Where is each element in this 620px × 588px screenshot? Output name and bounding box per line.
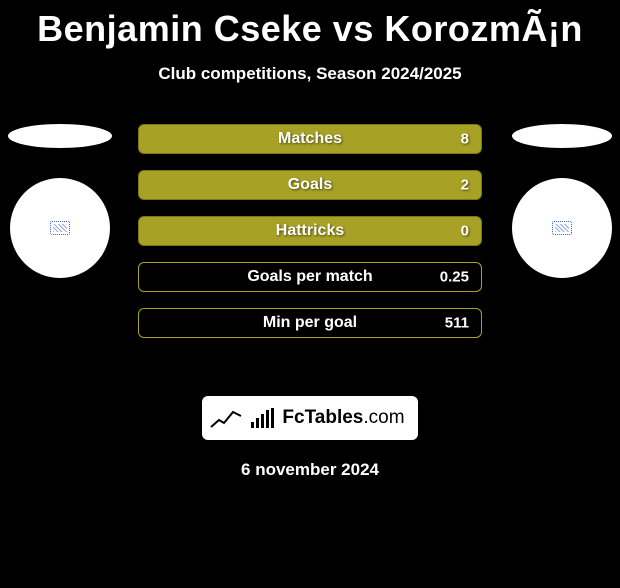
title-player1: Benjamin Cseke: [37, 8, 322, 49]
stat-bar-label: Matches: [278, 130, 342, 148]
fctables-logo[interactable]: FcTables.com: [202, 396, 418, 440]
stat-bar-label: Goals: [288, 176, 332, 194]
player-placeholder-circle: [10, 178, 110, 278]
stat-bar-label: Goals per match: [247, 268, 372, 286]
stat-bar-label: Hattricks: [276, 222, 344, 240]
stat-bar-value: 2: [461, 177, 469, 194]
left-decoration: [8, 124, 112, 278]
subtitle: Club competitions, Season 2024/2025: [0, 64, 620, 84]
stat-bar-value: 0: [461, 223, 469, 240]
placeholder-chip-icon: [552, 221, 572, 235]
date-text: 6 november 2024: [0, 460, 620, 480]
stat-bars: Matches 8 Goals 2 Hattricks 0 Goals per match 0…: [138, 124, 482, 338]
ellipse-shape: [8, 124, 112, 148]
stat-bar-value: 0.25: [440, 269, 469, 286]
logo-text: FcTables.com: [282, 407, 404, 429]
logo-line-icon: [215, 408, 243, 428]
title-vs: vs: [333, 8, 374, 49]
stat-bar-row: Goals 2: [138, 170, 482, 200]
stat-bar-row: Min per goal 511: [138, 308, 482, 338]
stat-bar-row: Hattricks 0: [138, 216, 482, 246]
comparison-area: Matches 8 Goals 2 Hattricks 0 Goals per match 0…: [0, 124, 620, 374]
player-placeholder-circle: [512, 178, 612, 278]
placeholder-chip-icon: [50, 221, 70, 235]
stat-bar-row: Matches 8: [138, 124, 482, 154]
stat-bar-label: Min per goal: [263, 314, 357, 332]
stat-bar-row: Goals per match 0.25: [138, 262, 482, 292]
logo-text-light: .com: [363, 407, 404, 428]
page-title: Benjamin Cseke vs KorozmÃ¡n: [0, 8, 620, 50]
stat-bar-value: 8: [461, 131, 469, 148]
ellipse-shape: [512, 124, 612, 148]
logo-bars-icon: [251, 408, 274, 428]
title-player2: KorozmÃ¡n: [384, 8, 582, 49]
right-decoration: [512, 124, 612, 278]
logo-text-strong: FcTables: [282, 407, 363, 428]
stat-bar-value: 511: [445, 315, 469, 332]
